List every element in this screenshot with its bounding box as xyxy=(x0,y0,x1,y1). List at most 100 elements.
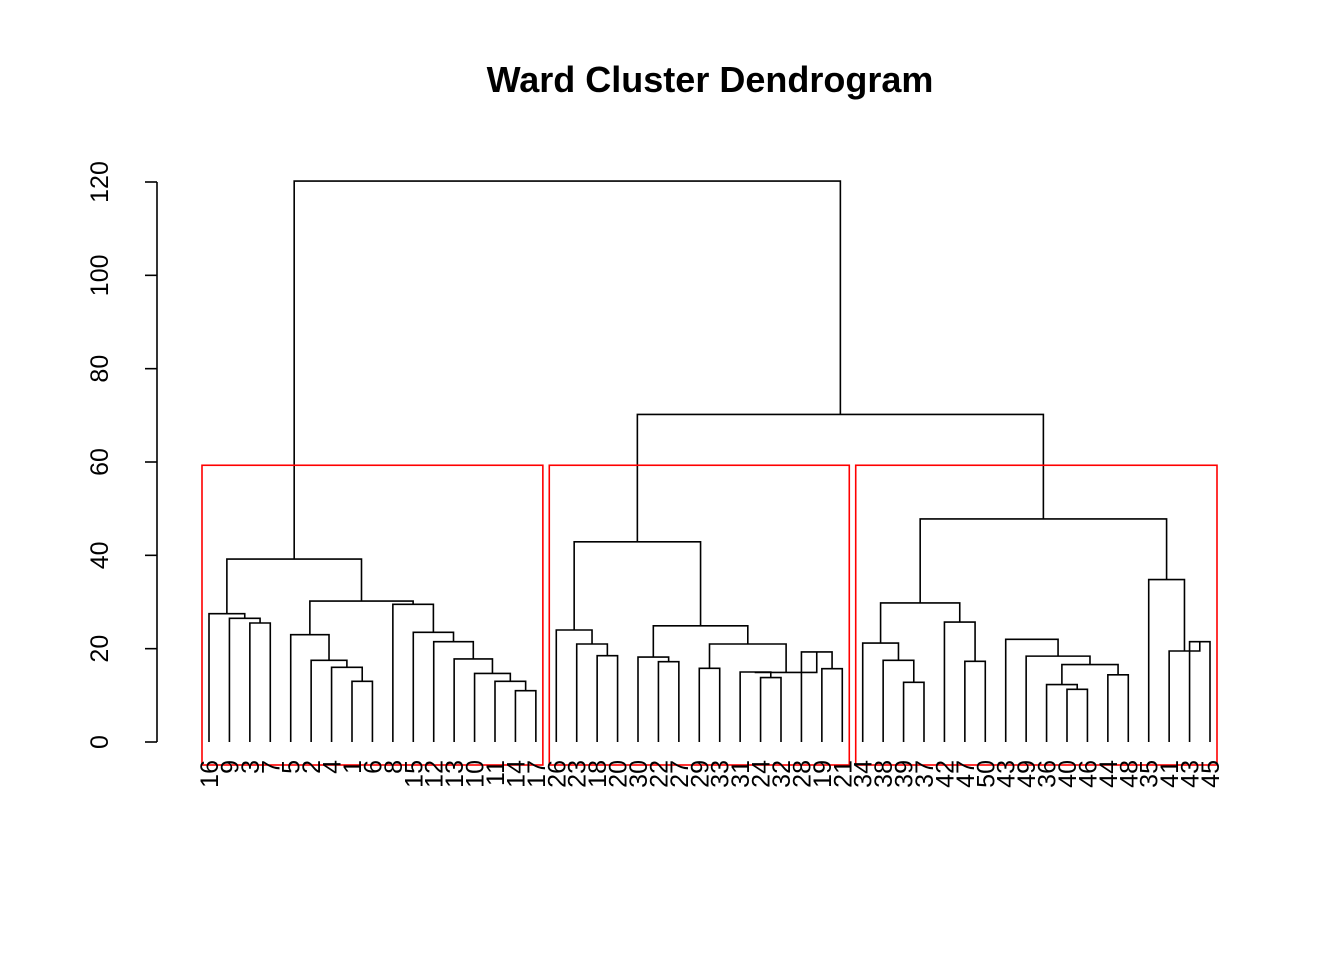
dendrogram-branch xyxy=(754,651,818,674)
chart-title: Ward Cluster Dendrogram xyxy=(487,59,934,100)
dendrogram-branch xyxy=(1107,674,1130,742)
leaf-label: 32 xyxy=(768,760,796,788)
y-tick-label: 120 xyxy=(86,161,114,203)
dendrogram-branch xyxy=(432,640,475,742)
leaf-label: 40 xyxy=(1054,760,1082,788)
dendrogram-branch xyxy=(943,621,976,742)
leaf-label: 1 xyxy=(339,760,367,774)
dendrogram-branch xyxy=(1004,638,1059,742)
dendrogram-branch xyxy=(573,541,702,630)
leaf-label: 18 xyxy=(584,760,612,788)
dendrogram-branch xyxy=(596,654,619,742)
dendrogram-branch xyxy=(330,666,364,742)
leaf-label: 44 xyxy=(1095,760,1123,788)
y-tick-label: 20 xyxy=(86,635,114,663)
leaf-label: 19 xyxy=(809,760,837,788)
leaf-label: 7 xyxy=(257,760,285,774)
dendrogram-branch xyxy=(964,660,987,742)
dendrogram-branch xyxy=(1147,578,1186,742)
y-tick-label: 40 xyxy=(86,541,114,569)
leaf-label: 43 xyxy=(1177,760,1205,788)
leaf-label: 42 xyxy=(931,760,959,788)
cluster-rectangles xyxy=(201,464,1218,766)
y-tick-label: 100 xyxy=(86,254,114,296)
dendrogram-branch xyxy=(208,612,246,742)
leaf-label: 26 xyxy=(543,760,571,788)
leaf-label: 8 xyxy=(380,760,408,774)
leaf-label: 3 xyxy=(237,760,265,774)
leaf-label: 13 xyxy=(441,760,469,788)
leaf-label: 45 xyxy=(1197,760,1225,788)
dendrogram-branch xyxy=(293,180,842,560)
cluster-rect xyxy=(548,464,851,766)
dendrogram-branch xyxy=(1168,641,1201,742)
leaf-label: 4 xyxy=(319,760,347,774)
dendrogram-branch xyxy=(514,689,537,742)
leaf-label: 29 xyxy=(686,760,714,788)
leaf-labels: 1693752416815121310111417262318203022272… xyxy=(196,760,1225,788)
leaf-label: 33 xyxy=(707,760,735,788)
dendrogram-branch xyxy=(821,667,844,742)
leaf-label: 9 xyxy=(216,760,244,774)
leaf-label: 15 xyxy=(400,760,428,788)
leaf-label: 50 xyxy=(972,760,1000,788)
dendrogram-branch xyxy=(902,681,925,742)
dendrogram-branch xyxy=(708,643,787,673)
leaf-label: 41 xyxy=(1156,760,1184,788)
leaf-label: 43 xyxy=(993,760,1021,788)
leaf-label: 39 xyxy=(891,760,919,788)
leaf-label: 20 xyxy=(605,760,633,788)
dendrogram-branch xyxy=(309,600,414,635)
dendrogram-branch xyxy=(228,617,261,742)
cluster-rect xyxy=(854,464,1218,766)
dendrogram-branch xyxy=(739,671,772,742)
dendrogram-branch xyxy=(861,642,900,742)
leaf-label: 12 xyxy=(421,760,449,788)
dendrogram-branch xyxy=(1045,683,1079,742)
dendrogram-branch xyxy=(698,667,721,742)
dendrogram-branch xyxy=(226,558,363,614)
leaf-label: 35 xyxy=(1136,760,1164,788)
dendrogram-branch xyxy=(289,633,330,742)
leaf-label: 10 xyxy=(462,760,490,788)
y-tick-label: 60 xyxy=(86,448,114,476)
leaf-label: 49 xyxy=(1013,760,1041,788)
leaf-label: 21 xyxy=(829,760,857,788)
dendrogram-branch xyxy=(919,518,1168,603)
leaf-label: 28 xyxy=(788,760,816,788)
dendrogram-branch xyxy=(759,676,782,742)
dendrogram-branch xyxy=(1066,688,1089,742)
leaf-label: 31 xyxy=(727,760,755,788)
dendrogram-branch xyxy=(1025,655,1091,742)
dendrogram-branch xyxy=(310,659,348,742)
leaf-label: 34 xyxy=(850,760,878,788)
leaf-label: 5 xyxy=(278,760,306,774)
dendrogram-branch xyxy=(652,625,749,658)
dendrogram-branch xyxy=(636,413,1045,542)
leaf-label: 11 xyxy=(482,760,510,786)
dendrogram-branch xyxy=(657,660,680,742)
dendrogram-branch xyxy=(555,629,593,742)
leaf-label: 17 xyxy=(523,760,551,788)
dendrogram-branches xyxy=(208,180,1211,742)
dendrogram-branch xyxy=(1188,640,1211,742)
dendrogram-branch xyxy=(575,643,609,742)
leaf-label: 30 xyxy=(625,760,653,788)
dendrogram-branch xyxy=(473,672,512,742)
leaf-label: 22 xyxy=(645,760,673,788)
cluster-rect xyxy=(201,464,544,766)
leaf-label: 14 xyxy=(502,760,530,788)
leaf-label: 6 xyxy=(359,760,387,774)
leaf-label: 48 xyxy=(1115,760,1143,788)
leaf-label: 36 xyxy=(1034,760,1062,788)
leaf-label: 47 xyxy=(952,760,980,788)
dendrogram-branch xyxy=(800,651,833,742)
leaf-label: 27 xyxy=(666,760,694,788)
leaf-label: 2 xyxy=(298,760,326,774)
y-tick-label: 80 xyxy=(86,355,114,383)
dendrogram-branch xyxy=(879,602,961,644)
leaf-label: 23 xyxy=(564,760,592,788)
dendrogram-branch xyxy=(453,658,494,742)
dendrogram-branch xyxy=(882,659,915,742)
